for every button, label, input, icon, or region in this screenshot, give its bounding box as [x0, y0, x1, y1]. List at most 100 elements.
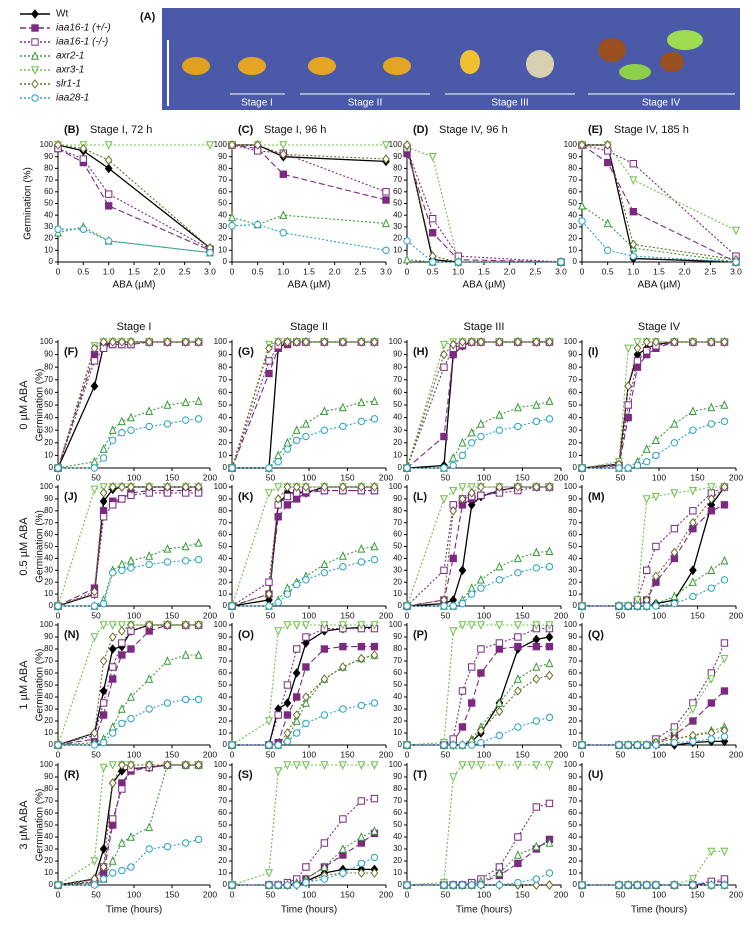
y-tick-label: 40 [393, 554, 402, 563]
marker [477, 432, 485, 441]
marker [732, 258, 740, 266]
x-tick-label: 0 [405, 749, 410, 759]
series-line [57, 492, 199, 607]
marker [370, 853, 379, 862]
marker [624, 381, 633, 391]
marker [578, 464, 586, 472]
x-tick-label: 0 [230, 749, 235, 759]
marker [670, 729, 679, 738]
marker [652, 451, 660, 460]
x-tick-label: 0 [230, 610, 235, 620]
marker [274, 741, 282, 749]
marker [320, 711, 329, 719]
marker [117, 337, 126, 347]
series-line [57, 624, 199, 746]
y-tick-label: 100 [564, 620, 578, 629]
x-axis-label: Time (hours) [631, 905, 687, 916]
marker [118, 429, 126, 437]
y-tick-label: 20 [218, 577, 227, 586]
marker [670, 439, 679, 447]
legend-label: iaa28-1 [56, 93, 89, 104]
marker [339, 705, 347, 713]
marker [145, 674, 154, 683]
marker [320, 559, 329, 569]
marker [117, 482, 126, 492]
cotyledon [667, 30, 703, 50]
x-tick-label: 200 [379, 749, 393, 759]
x-tick-label: 1.0 [452, 266, 464, 276]
series-line [57, 144, 211, 249]
marker [382, 141, 390, 150]
x-tick-label: 100 [127, 889, 141, 899]
series-line [407, 566, 550, 607]
chart-title: Stage IV, 185 h [614, 124, 689, 136]
marker [532, 337, 541, 347]
cotyledon [619, 64, 651, 80]
marker [495, 881, 504, 889]
marker [90, 881, 99, 889]
y-tick-label: 30 [218, 222, 227, 231]
chart: 0 10 20 30 40 50 60 70 80 90 100 0 50 100 150 200 (S) Tim… [214, 760, 394, 916]
marker [145, 760, 154, 770]
marker [513, 761, 522, 770]
x-tick-label: 2.5 [704, 266, 716, 276]
panel-label: (T) [413, 769, 427, 781]
y-tick-label: 80 [218, 164, 227, 173]
x-tick-label: 150 [690, 889, 704, 899]
x-tick-label: 1.0 [103, 266, 115, 276]
marker [292, 482, 301, 492]
marker [357, 621, 366, 630]
y-tick-label: 80 [44, 644, 53, 653]
marker [338, 844, 347, 853]
panel-label: (Q) [588, 629, 604, 641]
y-tick-label: 70 [393, 796, 402, 805]
marker [320, 621, 329, 630]
marker [194, 415, 203, 423]
y-tick-label: 60 [218, 388, 227, 397]
y-tick-label: 40 [568, 413, 577, 422]
y-tick-label: 20 [393, 856, 402, 865]
marker [99, 738, 108, 747]
marker [283, 492, 292, 501]
y-tick-label: 0 [223, 740, 228, 749]
marker [532, 880, 541, 890]
seed [182, 57, 210, 75]
marker [292, 761, 301, 770]
x-tick-label: 100 [477, 889, 491, 899]
marker [90, 357, 99, 365]
marker [99, 454, 108, 462]
x-tick-label: 150 [165, 610, 179, 620]
marker [90, 485, 99, 495]
marker [320, 761, 329, 770]
x-tick-label: 2.5 [179, 266, 191, 276]
marker [264, 869, 273, 878]
x-tick-label: 1.5 [653, 266, 665, 276]
y-tick-label: 60 [44, 187, 53, 196]
marker [181, 695, 190, 704]
marker [532, 642, 541, 651]
y-tick-label: 100 [564, 140, 578, 149]
y-tick-label: 60 [393, 668, 402, 677]
series-line [232, 646, 375, 746]
marker [513, 850, 522, 859]
marker [228, 602, 236, 610]
marker [126, 412, 135, 422]
y-tick-label: 70 [218, 175, 227, 184]
marker [707, 735, 716, 743]
y-tick-label: 50 [218, 820, 227, 829]
marker [320, 674, 329, 684]
marker [370, 650, 379, 660]
x-tick-label: 0.5 [427, 266, 439, 276]
y-tick-label: 10 [218, 451, 227, 460]
marker [339, 642, 347, 651]
marker [108, 644, 117, 654]
marker [357, 761, 366, 770]
y-tick-label: 10 [393, 245, 402, 254]
x-tick-label: 0 [56, 266, 61, 276]
x-tick-label: 0 [56, 472, 61, 482]
x-tick-label: 2.0 [329, 266, 341, 276]
x-tick-label: 150 [515, 749, 529, 759]
y-tick-label: 10 [44, 451, 53, 460]
marker [99, 699, 108, 707]
marker [720, 732, 729, 741]
